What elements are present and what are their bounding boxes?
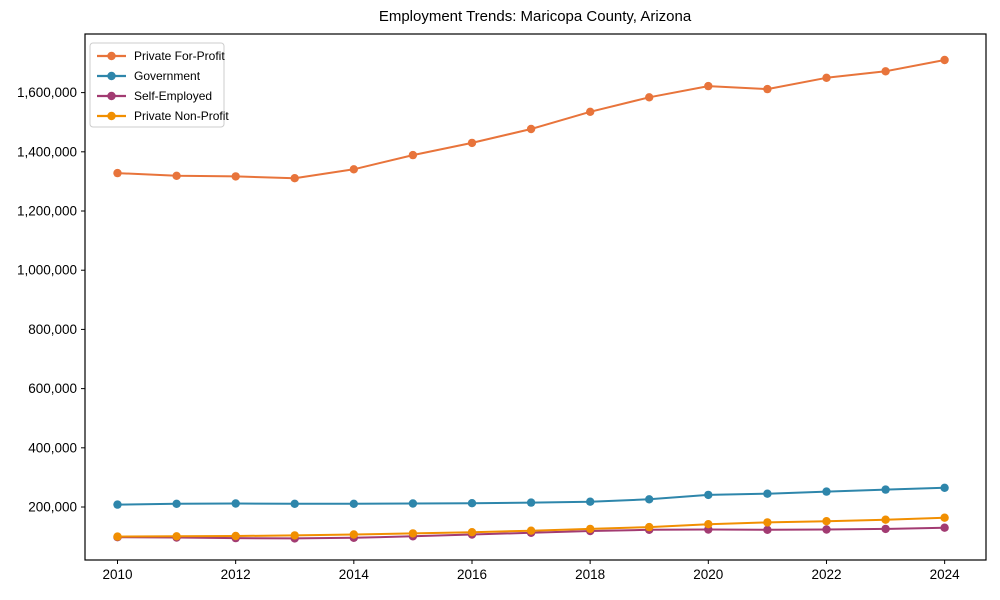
x-axis: 2010 2012 2014 2016 2018 2020 2022 2024 — [102, 560, 960, 582]
data-point-government-2012 — [231, 499, 240, 508]
x-tick-label: 2012 — [221, 567, 251, 582]
data-point-self-employed-2021 — [763, 525, 772, 534]
legend-label-government: Government — [134, 69, 201, 83]
data-point-private-non-profit-2016 — [467, 528, 477, 537]
data-point-private-for-profit-2011 — [172, 171, 181, 180]
data-point-private-non-profit-2013 — [290, 531, 299, 540]
data-point-government-2017 — [526, 498, 536, 507]
plot-area-border — [84, 33, 987, 561]
data-point-private-for-profit-2018 — [586, 107, 595, 117]
data-point-private-for-profit-2014 — [349, 165, 358, 174]
data-point-private-for-profit-2013 — [290, 174, 299, 183]
data-point-government-2010 — [113, 500, 122, 509]
x-tick-label: 2020 — [693, 567, 723, 582]
legend: Private For-Profit Government Self-Employe… — [89, 42, 229, 128]
data-point-private-non-profit-2015 — [408, 529, 418, 538]
x-tick-label: 2014 — [339, 567, 370, 582]
data-point-private-for-profit-2017 — [526, 124, 536, 134]
data-point-private-non-profit-2017 — [526, 526, 536, 535]
y-tick-label: 1,400,000 — [17, 144, 77, 159]
x-tick-label: 2022 — [811, 567, 841, 582]
data-point-private-non-profit-2021 — [763, 518, 772, 527]
data-point-private-non-profit-2012 — [231, 531, 240, 541]
legend-label-private-non-profit: Private Non-Profit — [134, 109, 229, 123]
data-point-private-for-profit-2010 — [113, 168, 122, 178]
data-point-private-for-profit-2012 — [231, 172, 240, 181]
data-point-government-2024 — [940, 483, 949, 492]
data-point-private-for-profit-2022 — [822, 73, 831, 83]
x-tick-label: 2016 — [457, 567, 487, 582]
legend-marker-government — [107, 71, 116, 81]
y-tick-label: 200,000 — [28, 500, 77, 515]
y-tick-label: 800,000 — [28, 322, 77, 337]
data-point-private-for-profit-2020 — [704, 81, 713, 91]
chart-title: Employment Trends: Maricopa County, Ariz… — [379, 8, 692, 25]
series-line-private-for-profit — [116, 59, 946, 180]
legend-label-private-for-profit: Private For-Profit — [134, 49, 225, 63]
data-point-private-non-profit-2020 — [704, 520, 713, 529]
data-point-government-2015 — [408, 499, 418, 508]
data-point-self-employed-2023 — [881, 524, 890, 534]
legend-marker-private-non-profit — [107, 111, 116, 121]
y-tick-label: 1,200,000 — [17, 204, 77, 219]
x-tick-label: 2018 — [575, 567, 605, 582]
data-point-government-2016 — [467, 499, 477, 508]
data-point-private-non-profit-2022 — [822, 517, 831, 526]
data-point-government-2021 — [763, 489, 772, 498]
y-tick-label: 400,000 — [28, 440, 77, 455]
data-point-private-non-profit-2011 — [172, 532, 181, 541]
data-point-private-for-profit-2023 — [881, 67, 890, 76]
data-point-government-2020 — [704, 490, 713, 500]
data-point-self-employed-2022 — [822, 525, 831, 534]
data-point-government-2023 — [881, 485, 890, 494]
data-point-private-for-profit-2016 — [467, 138, 477, 148]
data-point-private-non-profit-2023 — [881, 515, 890, 524]
data-point-self-employed-2024 — [940, 523, 949, 532]
x-tick-label: 2024 — [930, 567, 961, 582]
series-layer — [113, 55, 949, 543]
data-point-private-non-profit-2014 — [349, 530, 358, 539]
data-point-private-non-profit-2019 — [645, 522, 654, 532]
data-point-government-2022 — [822, 487, 831, 496]
y-tick-label: 1,000,000 — [17, 263, 77, 278]
data-point-government-2011 — [172, 499, 181, 508]
legend-marker-self-employed — [107, 91, 116, 101]
data-point-private-non-profit-2024 — [940, 513, 949, 522]
data-point-private-non-profit-2010 — [113, 532, 122, 541]
legend-marker-private-for-profit — [107, 51, 116, 61]
legend-box — [89, 42, 225, 128]
legend-label-self-employed: Self-Employed — [134, 89, 212, 103]
data-point-private-for-profit-2019 — [645, 93, 654, 102]
data-point-private-for-profit-2021 — [763, 84, 772, 94]
data-point-private-non-profit-2018 — [586, 524, 595, 534]
x-tick-label: 2010 — [102, 567, 132, 582]
y-axis: 200,000 400,000 600,000 800,000 1,000,000 1,2… — [17, 85, 85, 515]
data-point-government-2014 — [349, 499, 358, 508]
y-tick-label: 600,000 — [28, 381, 77, 396]
y-tick-label: 1,600,000 — [17, 85, 77, 100]
data-point-private-for-profit-2024 — [940, 55, 949, 65]
data-point-government-2019 — [645, 495, 654, 504]
data-point-government-2018 — [586, 497, 595, 506]
data-point-government-2013 — [290, 499, 299, 508]
data-point-private-for-profit-2015 — [408, 150, 418, 160]
